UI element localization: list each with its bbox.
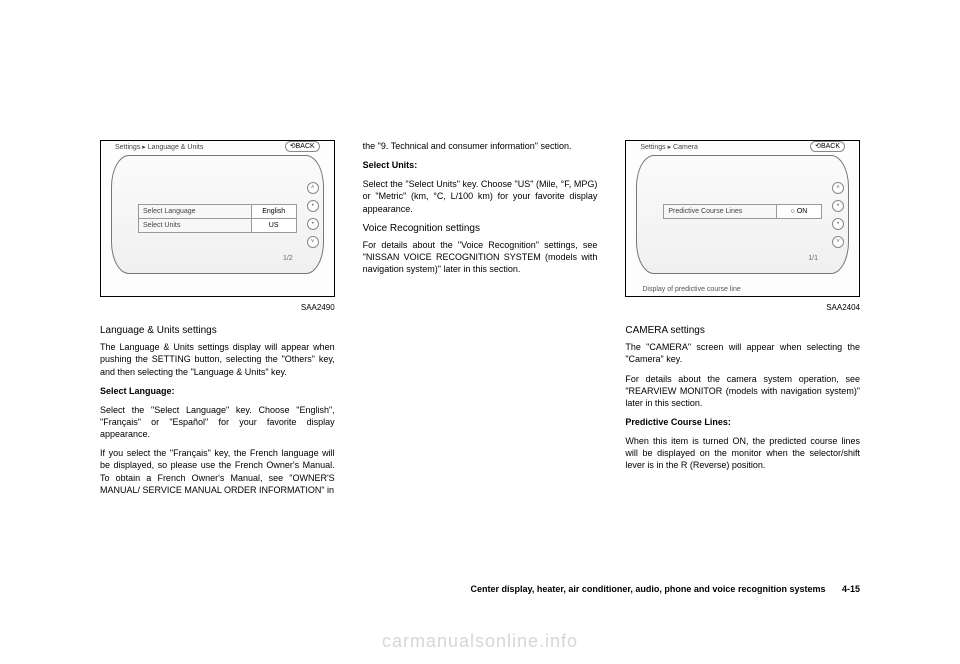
predictive-lines-row[interactable]: Predictive Course Lines ○ ON: [663, 204, 822, 219]
breadcrumb-camera: Settings ▸ Camera: [640, 143, 698, 152]
side-knobs-lang: ˄ • • ˅: [307, 182, 319, 248]
select-language-label: Select Language: [139, 207, 251, 216]
watermark: carmanualsonline.info: [0, 631, 960, 652]
tech-info-continuation: the "9. Technical and consumer informati…: [363, 140, 598, 152]
down-knob-icon-cam[interactable]: ˅: [832, 236, 844, 248]
column-2: the "9. Technical and consumer informati…: [363, 140, 598, 503]
select-language-para: Select the "Select Language" key. Choose…: [100, 404, 335, 440]
predictive-lines-heading: Predictive Course Lines:: [625, 416, 860, 428]
lang-units-heading: Language & Units settings: [100, 324, 335, 338]
camera-settings-para1: The "CAMERA" screen will appear when sel…: [625, 341, 860, 365]
select-units-value: US: [251, 219, 296, 232]
down-knob-icon[interactable]: ˅: [307, 236, 319, 248]
back-button-camera[interactable]: ⟲BACK: [810, 141, 845, 152]
dot2-knob-icon-cam[interactable]: •: [832, 218, 844, 230]
select-units-label: Select Units: [139, 221, 251, 230]
column-3: Settings ▸ Camera ⟲BACK Predictive Cours…: [625, 140, 860, 503]
lang-units-screenshot: Settings ▸ Language & Units ⟲BACK Select…: [100, 140, 335, 297]
camera-settings-para2: For details about the camera system oper…: [625, 373, 860, 409]
dot-knob-icon[interactable]: •: [307, 200, 319, 212]
camera-screenshot: Settings ▸ Camera ⟲BACK Predictive Cours…: [625, 140, 860, 297]
predictive-lines-label: Predictive Course Lines: [664, 207, 776, 216]
screen-panel-camera: Predictive Course Lines ○ ON ˄ • • ˅ 1/1: [636, 155, 849, 274]
caption-lang: SAA2490: [100, 303, 335, 314]
select-language-heading: Select Language:: [100, 385, 335, 397]
screen-panel-lang: Select Language English Select Units US …: [111, 155, 324, 274]
select-units-para: Select the "Select Units" key. Choose "U…: [363, 178, 598, 214]
lang-units-para1: The Language & Units settings display wi…: [100, 341, 335, 377]
french-note-para: If you select the "Français" key, the Fr…: [100, 447, 335, 496]
predictive-lines-para: When this item is turned ON, the predict…: [625, 435, 860, 471]
caption-camera: SAA2404: [625, 303, 860, 314]
voice-recognition-heading: Voice Recognition settings: [363, 222, 598, 236]
side-knobs-camera: ˄ • • ˅: [832, 182, 844, 248]
select-language-row[interactable]: Select Language English: [138, 204, 297, 219]
camera-settings-heading: CAMERA settings: [625, 324, 860, 338]
select-units-row[interactable]: Select Units US: [138, 218, 297, 233]
pager-lang: 1/2: [283, 254, 293, 263]
page-footer: Center display, heater, air conditioner,…: [471, 584, 860, 594]
camera-bottom-caption: Display of predictive course line: [642, 285, 740, 294]
select-units-heading: Select Units:: [363, 159, 598, 171]
page-content: Settings ▸ Language & Units ⟲BACK Select…: [100, 140, 860, 503]
pager-camera: 1/1: [808, 254, 818, 263]
dot2-knob-icon[interactable]: •: [307, 218, 319, 230]
dot-knob-icon-cam[interactable]: •: [832, 200, 844, 212]
select-language-value: English: [251, 205, 296, 218]
back-button-lang[interactable]: ⟲BACK: [285, 141, 320, 152]
predictive-lines-value: ○ ON: [776, 205, 821, 218]
up-knob-icon-cam[interactable]: ˄: [832, 182, 844, 194]
camera-rows: Predictive Course Lines ○ ON: [663, 204, 822, 218]
footer-page: 4-15: [842, 584, 860, 594]
breadcrumb-lang: Settings ▸ Language & Units: [115, 143, 203, 152]
lang-rows: Select Language English Select Units US: [138, 204, 297, 232]
up-knob-icon[interactable]: ˄: [307, 182, 319, 194]
column-1: Settings ▸ Language & Units ⟲BACK Select…: [100, 140, 335, 503]
footer-text: Center display, heater, air conditioner,…: [471, 584, 826, 594]
voice-recognition-para: For details about the "Voice Recognition…: [363, 239, 598, 275]
